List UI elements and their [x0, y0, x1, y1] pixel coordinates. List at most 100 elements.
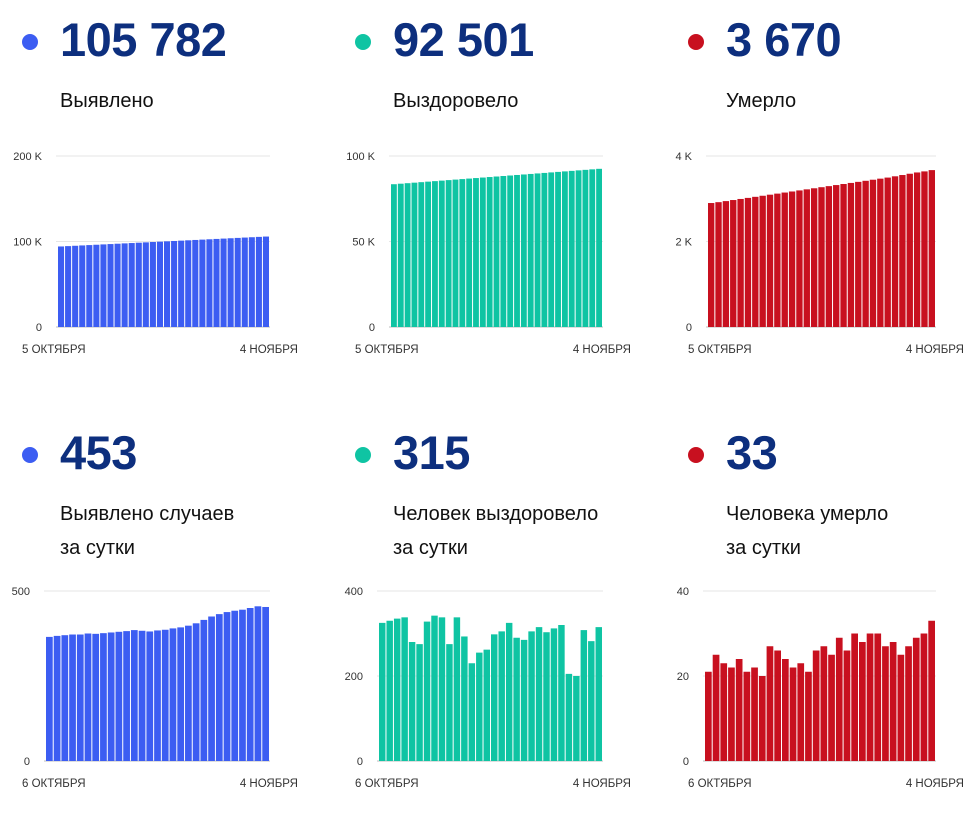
bar: [920, 633, 928, 761]
y-tick-label: 40: [677, 586, 689, 598]
bar: [479, 177, 486, 327]
bar: [223, 612, 231, 761]
y-tick-label: 0: [369, 322, 375, 334]
bar: [528, 631, 535, 761]
y-tick-label: 2 K: [675, 237, 692, 249]
bar: [550, 628, 558, 761]
bar: [408, 642, 416, 761]
bar: [535, 627, 543, 761]
bar: [751, 667, 758, 761]
card-detected-total: 105 782 Выявлено 0 100 K 200 K 5 ОКТЯБРЯ 4 Н…: [13, 0, 322, 400]
x-label-end: 4 НОЯБРЯ: [573, 344, 631, 356]
deaths-total-value: 3 670: [726, 13, 842, 66]
x-label-start: 5 ОКТЯБРЯ: [355, 344, 419, 356]
y-tick-label: 100 K: [346, 151, 375, 163]
bar: [423, 621, 431, 761]
y-tick-label: 4 K: [675, 151, 692, 163]
card-recovered-total: 92 501 Выздоровело 0 50 K 100 K 5 ОКТЯБРЯ 4 …: [346, 0, 655, 400]
bar: [708, 203, 715, 327]
bar: [254, 606, 262, 761]
bar: [386, 620, 393, 761]
bar: [803, 189, 810, 327]
bar: [486, 177, 493, 327]
y-tick-label: 0: [683, 756, 689, 768]
bar: [416, 644, 423, 761]
detected-total-value: 105 782: [60, 13, 227, 66]
recovered-daily-value: 315: [393, 426, 470, 479]
bar: [730, 200, 737, 327]
bar: [246, 608, 254, 761]
bar: [76, 634, 84, 761]
bar: [498, 631, 505, 761]
bar: [79, 245, 86, 327]
bar: [905, 646, 912, 761]
bar: [404, 183, 411, 327]
chart-detected-total: 0 100 K 200 K 5 ОКТЯБРЯ 4 НОЯБРЯ: [13, 151, 298, 356]
chart-deaths-daily: 0 20 40 6 ОКТЯБРЯ 4 НОЯБРЯ: [677, 586, 964, 790]
y-tick-label: 0: [24, 756, 30, 768]
bar: [169, 628, 177, 761]
x-label-start: 5 ОКТЯБРЯ: [688, 344, 752, 356]
bar: [46, 636, 53, 761]
y-tick-label: 0: [686, 322, 692, 334]
bar: [379, 622, 386, 761]
x-label-start: 6 ОКТЯБРЯ: [22, 778, 86, 790]
bar: [735, 659, 743, 761]
bar: [720, 663, 728, 761]
bar: [142, 242, 149, 327]
bar: [833, 185, 840, 327]
y-tick-label: 20: [677, 671, 689, 683]
bar: [573, 676, 580, 761]
bar: [177, 627, 185, 761]
bar: [835, 637, 843, 761]
bar: [913, 172, 921, 327]
bar: [185, 625, 192, 761]
bar: [921, 171, 928, 327]
bar: [200, 619, 208, 761]
bar: [241, 237, 248, 327]
bar: [728, 667, 735, 761]
bar: [789, 667, 797, 761]
bar: [138, 630, 146, 761]
y-tick-label: 0: [357, 756, 363, 768]
detected-daily-label-line1: Выявлено случаев: [60, 503, 235, 525]
bar: [107, 632, 115, 761]
y-tick-label: 200: [345, 671, 363, 683]
bar: [774, 650, 781, 761]
bar: [722, 201, 730, 327]
chart-detected-daily: 0 500 6 ОКТЯБРЯ 4 НОЯБРЯ: [12, 586, 298, 790]
chart-recovered-total: 0 50 K 100 K 5 ОКТЯБРЯ 4 НОЯБРЯ: [346, 151, 631, 356]
bar: [146, 631, 154, 761]
bar: [178, 240, 185, 327]
bar: [781, 192, 788, 327]
bar: [401, 617, 408, 761]
bar: [847, 182, 855, 327]
bar: [752, 196, 759, 327]
bar: [782, 659, 789, 761]
y-tick-label: 500: [12, 586, 30, 598]
bar: [882, 646, 889, 761]
bar: [874, 633, 882, 761]
bar: [595, 627, 602, 761]
bar: [491, 634, 498, 761]
bar: [114, 243, 121, 327]
bar: [534, 173, 541, 327]
bar: [743, 671, 751, 761]
deaths-daily-value: 33: [726, 426, 778, 479]
y-tick-label: 100 K: [13, 237, 42, 249]
bar: [123, 631, 130, 761]
y-tick-label: 50 K: [352, 237, 375, 249]
recovered-daily-dot-icon: [355, 447, 371, 463]
x-label-end: 4 НОЯБРЯ: [240, 344, 298, 356]
bar: [418, 182, 425, 327]
bar: [391, 184, 397, 327]
bar: [461, 636, 468, 761]
bar: [61, 635, 69, 761]
recovered-dot-icon: [355, 34, 371, 50]
bar: [797, 663, 805, 761]
bar: [206, 239, 213, 327]
bar: [248, 237, 255, 327]
bar: [596, 168, 602, 327]
bar: [527, 173, 534, 327]
x-label-end: 4 НОЯБРЯ: [240, 778, 298, 790]
